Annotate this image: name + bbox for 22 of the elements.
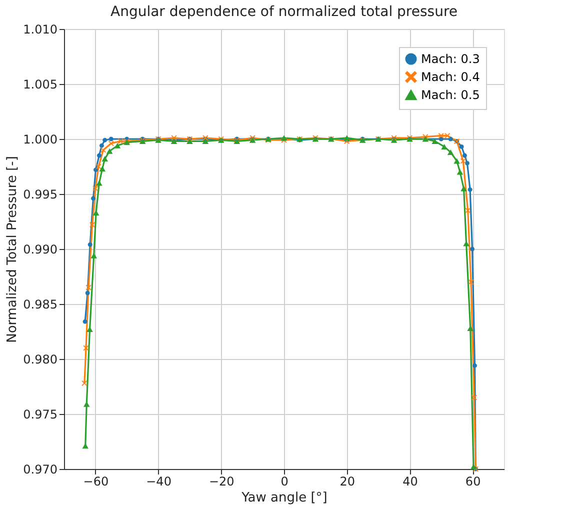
chart-title: Angular dependence of normalized total pressure [110,4,458,20]
legend-label: Mach: 0.3 [421,52,480,66]
y-tick-label: 1.005 [23,78,58,92]
x-tick-label: 0 [280,474,288,488]
x-tick-label: −20 [208,474,234,488]
y-tick-label: 0.980 [23,352,58,366]
legend-label: Mach: 0.4 [421,70,480,84]
y-tick-label: 0.995 [23,188,58,202]
y-tick-label: 0.975 [23,408,58,422]
x-axis-title: Yaw angle [°] [240,490,328,506]
legend-label: Mach: 0.5 [421,88,480,102]
x-tick-label: 20 [340,474,355,488]
y-tick-label: 0.985 [23,298,58,312]
y-tick-label: 0.970 [23,462,58,476]
x-tick-label: −60 [83,474,109,488]
y-tick-label: 0.990 [23,242,58,256]
x-tick-label: 60 [465,474,481,488]
x-tick-label: −40 [146,474,172,488]
y-tick-label: 1.000 [23,132,58,146]
x-tick-label: 40 [402,474,418,488]
y-tick-label: 1.010 [23,22,58,36]
y-axis-title: Normalized Total Pressure [-] [5,156,20,343]
